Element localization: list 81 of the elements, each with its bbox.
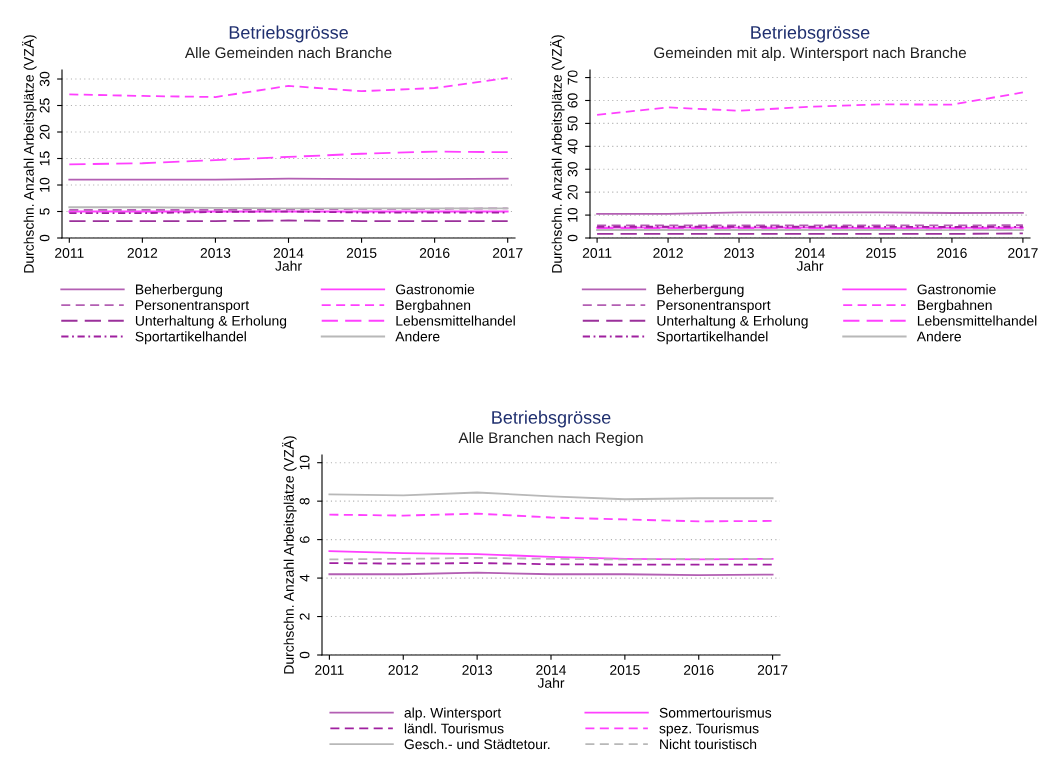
y-tick-label: 15 — [39, 151, 50, 166]
x-tick-label: 2012 — [388, 665, 419, 675]
legend-label: Bergbahnen — [917, 299, 992, 313]
x-tick-label: 2016 — [683, 665, 714, 675]
y-tick-label: 50 — [567, 116, 578, 131]
line-series — [328, 512, 774, 523]
chart-title: Betriebsgrösse — [492, 410, 611, 428]
legend-label: Sportartikelhandel — [135, 331, 246, 345]
line-series — [328, 491, 774, 501]
y-tick-label: 6 — [299, 536, 310, 543]
legend-label: Unterhaltung & Erholung — [657, 315, 808, 329]
chart-subtitle: Alle Branchen nach Region — [458, 431, 643, 447]
legend-label: Personentransport — [657, 300, 771, 313]
x-tick-label: 2017 — [757, 665, 788, 675]
x-tick-label: 2017 — [492, 248, 523, 258]
x-tick-label: 2017 — [1008, 248, 1038, 258]
x-axis-title: Jahr — [537, 677, 565, 688]
x-tick-label: 2014 — [536, 665, 567, 675]
x-tick-label: 2011 — [582, 248, 612, 258]
x-tick-label: 2012 — [127, 248, 158, 258]
line-series — [596, 91, 1024, 116]
y-tick-label: 25 — [39, 98, 50, 113]
legend-label: ländl. Tourismus — [404, 723, 504, 734]
x-tick-label: 2013 — [200, 248, 231, 258]
legend-label: Andere — [916, 331, 961, 342]
y-tick-label: 30 — [567, 162, 578, 177]
legend-label: Unterhaltung & Erholung — [135, 315, 287, 329]
x-axis-title: Jahr — [796, 260, 824, 271]
legend-label: Lebensmittelhandel — [917, 315, 1037, 326]
y-tick-label: 10 — [299, 455, 310, 470]
legend-label: Personentransport — [136, 300, 250, 313]
line-series — [68, 77, 509, 98]
y-tick-label: 4 — [299, 574, 310, 582]
y-tick-label: 2 — [299, 613, 310, 620]
legend-label: Lebensmittelhandel — [396, 315, 515, 326]
x-tick-label: 2012 — [653, 248, 683, 258]
y-tick-label: 30 — [39, 71, 50, 87]
y-axis-title: Durchschn. Anzahl Arbeitsplätze (VZÄ) — [550, 35, 565, 273]
chart-title: Betriebsgrösse — [751, 25, 870, 43]
y-axis-title: Durchschn. Anzahl Arbeitsplätze (VZÄ) — [282, 436, 297, 674]
y-tick-label: 8 — [299, 497, 310, 505]
legend-label: Sommertourismus — [659, 707, 772, 718]
legend-label: Nicht touristisch — [660, 738, 757, 750]
y-tick-label: 20 — [567, 184, 578, 200]
legend-label: Beherbergung — [136, 284, 223, 298]
chart-title: Betriebsgrösse — [229, 25, 348, 43]
legend-label: Andere — [395, 331, 440, 342]
x-tick-label: 2016 — [419, 248, 450, 258]
x-tick-label: 2013 — [724, 248, 754, 258]
y-tick-label: 40 — [567, 139, 578, 154]
y-tick-label: 0 — [39, 234, 50, 242]
legend-label: Sportartikelhandel — [657, 331, 768, 345]
x-tick-label: 2015 — [866, 248, 896, 258]
y-tick-label: 0 — [299, 651, 310, 659]
y-tick-label: 10 — [39, 177, 50, 192]
chart-subtitle: Gemeinden mit alp. Wintersport nach Branche — [654, 46, 966, 62]
legend-label: alp. Wintersport — [404, 707, 502, 721]
legend-label: Gastronomie — [396, 284, 475, 295]
legend-label: spez. Tourismus — [659, 723, 759, 737]
y-tick-label: 20 — [39, 124, 50, 140]
x-tick-label: 2014 — [273, 248, 304, 258]
legend-label: Bergbahnen — [396, 299, 471, 313]
y-tick-label: 70 — [567, 70, 578, 85]
x-tick-label: 2013 — [462, 665, 492, 675]
y-tick-label: 5 — [39, 208, 50, 215]
x-tick-label: 2016 — [937, 248, 967, 258]
legend-label: Gesch.- und Städtetour. — [404, 738, 550, 750]
x-tick-label: 2014 — [795, 248, 826, 258]
y-axis-title: Durchschn. Anzahl Arbeitsplätze (VZÄ) — [22, 35, 37, 273]
x-tick-label: 2015 — [346, 248, 377, 258]
y-tick-label: 60 — [567, 93, 578, 108]
chart-subtitle: Alle Gemeinden nach Branche — [184, 46, 392, 59]
legend-label: Beherbergung — [657, 284, 744, 298]
x-tick-label: 2015 — [610, 665, 640, 675]
y-tick-label: 10 — [567, 207, 578, 222]
line-series — [68, 150, 509, 166]
x-tick-label: 2011 — [55, 248, 84, 258]
x-axis-title: Jahr — [275, 260, 302, 271]
y-tick-label: 0 — [567, 234, 578, 242]
x-tick-label: 2011 — [315, 665, 344, 675]
legend-label: Gastronomie — [917, 284, 996, 295]
